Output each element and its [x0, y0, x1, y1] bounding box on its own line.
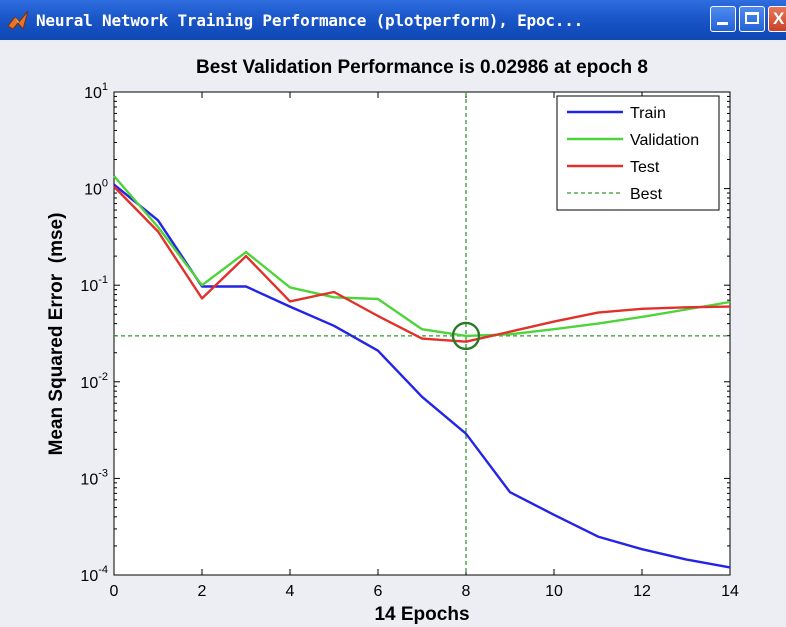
legend-item-test: Test: [567, 159, 660, 176]
window-title: Neural Network Training Performance (plo…: [36, 11, 584, 30]
legend: Train Validation Test Best: [556, 95, 720, 211]
maximize-button[interactable]: [739, 6, 765, 32]
y-tick-label: 10-2: [80, 371, 108, 392]
x-tick-labels: 0 2 4 6 8 10 12 14: [110, 583, 739, 600]
title-bar[interactable]: Neural Network Training Performance (plo…: [0, 0, 786, 40]
best-point-marker: [451, 321, 481, 351]
minimize-button[interactable]: [710, 6, 736, 32]
x-tick-label: 14: [721, 583, 739, 600]
x-tick-label: 8: [462, 583, 471, 600]
x-tick-label: 6: [374, 583, 383, 600]
series-line-test: [113, 185, 731, 343]
legend-label-best: Best: [630, 186, 663, 203]
x-tick-label: 2: [198, 583, 207, 600]
x-tick-label: 10: [545, 583, 563, 600]
x-axis-label: 14 Epochs: [374, 604, 469, 625]
x-tick-label: 12: [633, 583, 651, 600]
performance-plot: Best Validation Performance is 0.02986 a…: [46, 57, 739, 625]
chart-title: Best Validation Performance is 0.02986 a…: [196, 57, 648, 78]
legend-item-train: Train: [567, 105, 666, 122]
maximize-icon: [745, 12, 759, 24]
legend-item-validation: Validation: [567, 132, 699, 149]
y-tick-label: 10-3: [80, 467, 108, 488]
y-tick-label: 100: [84, 178, 108, 199]
y-tick-label: 101: [84, 81, 108, 102]
y-tick-label: 10-4: [80, 564, 108, 585]
x-tick-label: 4: [286, 583, 295, 600]
y-tick-labels: 101 100 10-1 10-2 10-3 10-4: [80, 81, 108, 585]
legend-label-validation: Validation: [630, 132, 699, 149]
close-icon: X: [773, 9, 785, 28]
legend-box: [556, 95, 720, 211]
legend-label-train: Train: [630, 105, 666, 122]
series-line-validation: [113, 175, 731, 338]
x-tick-label: 0: [110, 583, 119, 600]
legend-item-best: Best: [567, 186, 663, 203]
y-tick-label: 10-1: [80, 274, 108, 295]
y-axis-label: Mean Squared Error (mse): [46, 213, 67, 456]
minimize-icon: [717, 22, 728, 25]
series-line-train: [113, 183, 731, 569]
close-button[interactable]: X: [768, 6, 786, 32]
legend-label-test: Test: [630, 159, 660, 176]
matlab-logo-icon: [7, 10, 29, 31]
